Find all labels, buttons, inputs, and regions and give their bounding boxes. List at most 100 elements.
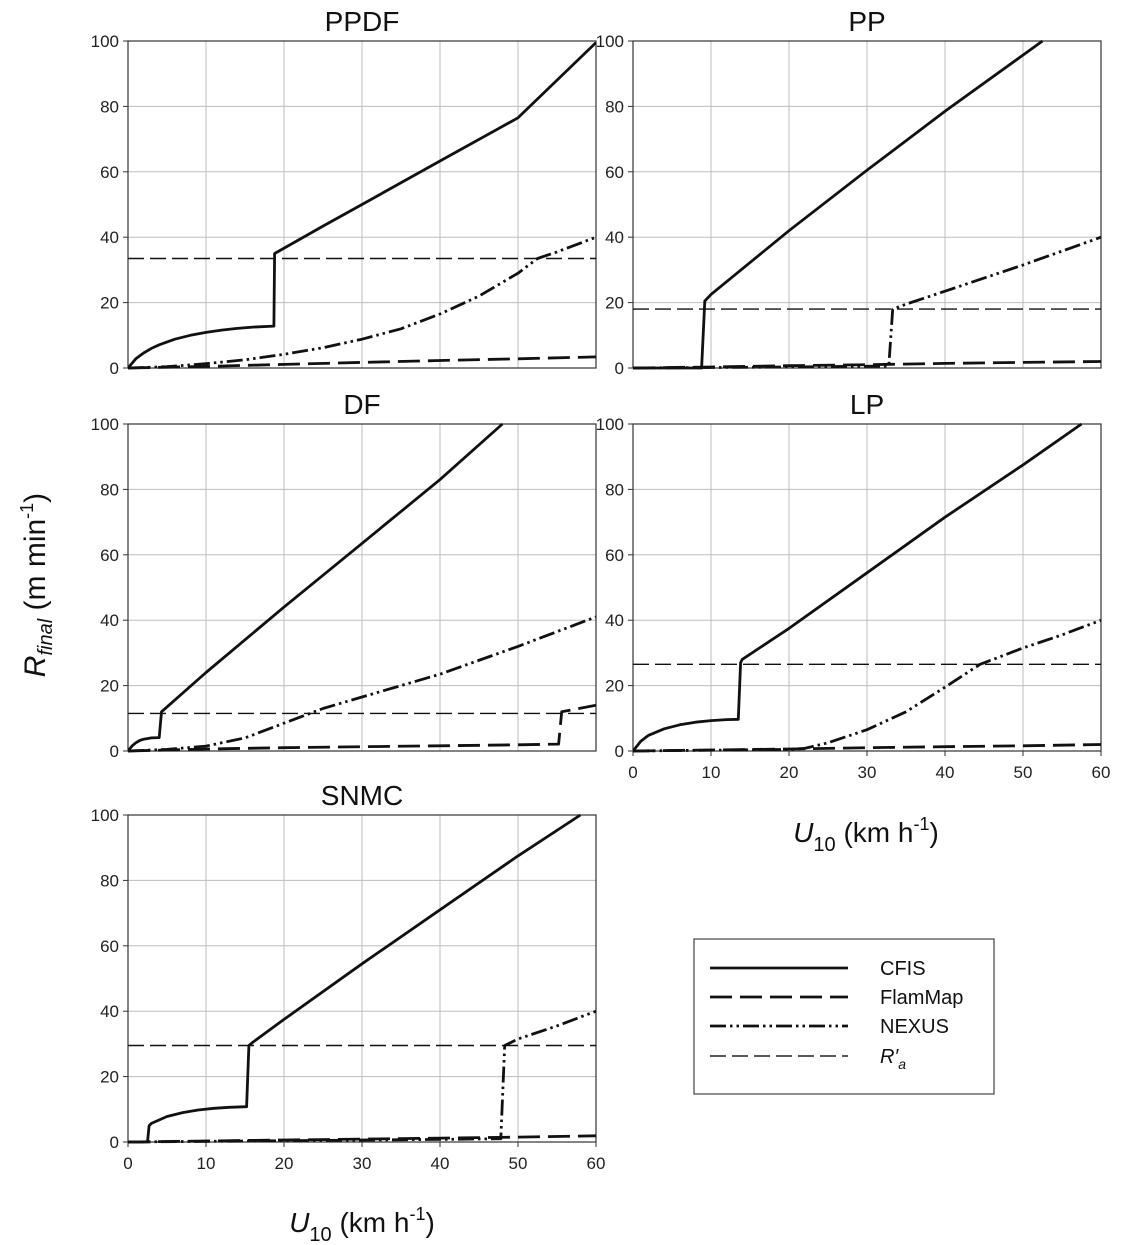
series-nexus-line: [633, 235, 1101, 370]
x-tick-label: 0: [123, 1154, 132, 1173]
series-group: [128, 41, 596, 370]
y-tick-label: 60: [100, 546, 119, 565]
x-label-rest: (km h: [836, 817, 914, 848]
y-tick-label: 80: [605, 480, 624, 499]
x-tick-label: 60: [1092, 763, 1111, 782]
y-tick-label: 0: [615, 359, 624, 378]
x-label-sub: 10: [813, 834, 835, 856]
x-label-rest: (km h: [332, 1207, 410, 1238]
y-axis-label: Rfinal (m min-1): [17, 493, 57, 677]
x-tick-label: 20: [780, 763, 799, 782]
y-label-sub: final: [35, 618, 57, 655]
x-label-close: ): [425, 1207, 434, 1238]
y-tick-label: 60: [605, 163, 624, 182]
panel-title: SNMC: [321, 780, 403, 811]
series-flammap-line: [128, 703, 596, 753]
y-tick-label: 20: [605, 677, 624, 696]
y-label-main: R: [19, 656, 52, 678]
y-tick-label: 20: [605, 294, 624, 313]
legend-ra-sub: a: [898, 1056, 906, 1072]
x-tick-label: 40: [431, 1154, 450, 1173]
legend: CFIS FlamMap NEXUS R′a: [693, 938, 995, 1095]
y-tick-label: 20: [100, 1068, 119, 1087]
x-label-sup: -1: [409, 1204, 425, 1224]
panel-df: 0 20 40 60 80 100 DF: [91, 389, 597, 761]
y-tick-label: 0: [110, 1133, 119, 1152]
panel-title: PPDF: [325, 6, 400, 37]
y-tick-label: 40: [100, 1002, 119, 1021]
x-axis-label-right: U10 (km h-1): [793, 814, 939, 856]
plot-frame: [632, 40, 1102, 369]
y-tick-label: 60: [605, 546, 624, 565]
x-axis-label-left: U10 (km h-1): [289, 1204, 435, 1245]
y-tick-label: 0: [110, 359, 119, 378]
series-cfis-line: [633, 39, 1044, 370]
x-tick-label: 40: [936, 763, 955, 782]
x-label-close: ): [929, 817, 938, 848]
panel-pp: 0 20 40 60 80 100 PP: [596, 6, 1102, 378]
series-group: [128, 422, 596, 753]
legend-label-ra: R′a: [880, 1046, 906, 1072]
x-tick-label: 30: [353, 1154, 372, 1173]
series-group: [633, 39, 1101, 370]
panel-title: PP: [848, 6, 885, 37]
panel-snmc: 0 20 40 60 80 100 0 10 20 30 40 50 60 SNMC: [91, 780, 606, 1173]
series-cfis-line: [128, 422, 504, 752]
series-nexus-line: [128, 615, 596, 753]
y-tick-label: 80: [100, 871, 119, 890]
x-tick-label: 50: [509, 1154, 528, 1173]
legend-label-flammap: FlamMap: [880, 987, 963, 1009]
y-tick-label: 60: [100, 937, 119, 956]
y-tick-label: 80: [605, 97, 624, 116]
y-tick-label: 20: [100, 677, 119, 696]
x-tick-label: 0: [628, 763, 637, 782]
y-tick-label: 80: [100, 97, 119, 116]
y-tick-label: 100: [596, 32, 624, 51]
series-flammap-line: [128, 355, 596, 370]
series-cfis-line: [128, 813, 582, 1144]
x-tick-label: 10: [197, 1154, 216, 1173]
x-label-main: U: [289, 1207, 310, 1238]
x-tick-label: 10: [702, 763, 721, 782]
x-label-sup: -1: [913, 814, 929, 834]
y-tick-label: 60: [100, 163, 119, 182]
x-label-sub: 10: [309, 1224, 331, 1245]
legend-label-nexus: NEXUS: [880, 1016, 949, 1038]
y-tick-label: 40: [100, 611, 119, 630]
y-tick-label: 40: [605, 228, 624, 247]
y-tick-label: 20: [100, 294, 119, 313]
series-cfis-line: [128, 41, 596, 369]
x-tick-label: 60: [587, 1154, 606, 1173]
y-label-sup: -1: [17, 503, 37, 519]
x-tick-label: 50: [1014, 763, 1033, 782]
y-tick-label: 100: [596, 415, 624, 434]
panel-lp: 0 20 40 60 80 100 0 10 20 30 40 50 60 LP: [596, 389, 1111, 782]
panel-title: LP: [850, 389, 884, 420]
y-tick-label: 40: [100, 228, 119, 247]
series-group: [128, 813, 596, 1144]
legend-box: [693, 938, 995, 1095]
legend-ra-main: R′: [880, 1046, 899, 1068]
y-tick-label: 0: [110, 742, 119, 761]
panel-ppdf: 0 20 40 60 80 100 PPDF: [91, 6, 597, 378]
y-tick-label: 100: [91, 415, 119, 434]
panel-title: DF: [343, 389, 380, 420]
series-group: [633, 422, 1101, 753]
y-tick-label: 80: [100, 480, 119, 499]
panels: 020406080100PPDF020406080100PP0204060801…: [91, 6, 1111, 1173]
series-nexus-line: [633, 618, 1101, 753]
series-cfis-line: [633, 422, 1083, 752]
y-tick-label: 100: [91, 806, 119, 825]
x-tick-label: 30: [858, 763, 877, 782]
plot-frame: [127, 40, 597, 369]
y-label-rest: (m min: [19, 519, 52, 619]
y-label-close: ): [19, 493, 52, 503]
y-tick-label: 40: [605, 611, 624, 630]
x-tick-label: 20: [275, 1154, 294, 1173]
y-tick-label: 100: [91, 32, 119, 51]
x-label-main: U: [793, 817, 814, 848]
plot-frame: [127, 423, 597, 752]
legend-label-cfis: CFIS: [880, 958, 926, 980]
series-nexus-line: [128, 1009, 596, 1144]
